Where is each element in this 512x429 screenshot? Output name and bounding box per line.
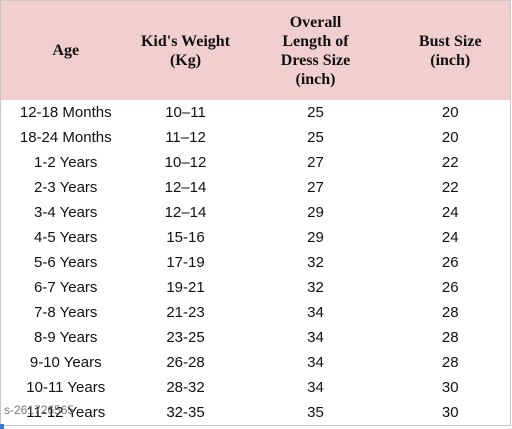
table-cell: 10–11	[165, 104, 206, 121]
table-row: 7-8 Years 21-23 34 28	[1, 300, 511, 325]
table-cell: 34	[307, 329, 324, 346]
header-cell: Bust Size (inch)	[390, 0, 511, 100]
table-cell: 26	[441, 254, 459, 271]
table-row: 4-5 Years 15-16 29 24	[1, 225, 511, 250]
table-cell: 20	[441, 129, 459, 146]
table-cell: 26-28	[166, 354, 205, 371]
table-cell: 8-9 Years	[34, 329, 98, 346]
header-line: Dress Size	[280, 51, 351, 69]
table-row: 6-7 Years 19-21 32 26	[1, 275, 511, 300]
table-cell: 11–12	[165, 129, 206, 146]
table-cell: 12-18 Months	[19, 104, 112, 121]
table-row: 10-11 Years 28-32 34 30	[1, 375, 511, 400]
table-cell: 28	[441, 304, 459, 321]
table-cell: 27	[307, 179, 324, 196]
table-row: 3-4 Years 12–14 29 24	[1, 200, 511, 225]
table-cell: 9-10 Years	[29, 354, 102, 371]
table-cell: 1-2 Years	[34, 154, 98, 171]
table-cell: 22	[441, 179, 459, 196]
table-row: 5-6 Years 17-19 32 26	[1, 250, 511, 275]
table-cell: 32	[307, 254, 324, 271]
table-cell: 17-19	[166, 254, 205, 271]
table-cell: 4-5 Years	[34, 229, 98, 246]
header-line: (inch)	[430, 51, 471, 69]
header-cell: Overall Length of Dress Size (inch)	[240, 0, 391, 100]
table-row: 11-12 Years 32-35 35 30	[1, 400, 511, 426]
table-cell: 26	[441, 279, 459, 296]
table-cell: 20	[441, 104, 459, 121]
table-cell: 35	[307, 404, 324, 421]
table-row: 9-10 Years 26-28 34 28	[1, 350, 511, 375]
table-cell: 28	[441, 329, 459, 346]
table-cell: 28	[441, 354, 459, 371]
table-row: 12-18 Months 10–11 25 20	[1, 100, 511, 125]
table-cell: 2-3 Years	[34, 179, 98, 196]
header-row: Age Kid's Weight (Kg) Overall Length of Dress…	[0, 0, 511, 100]
table-cell: 25	[307, 129, 324, 146]
table-body: 12-18 Months 10–11 25 20 18-24 Months 11–12 25…	[1, 100, 511, 426]
table-cell: 27	[307, 154, 324, 171]
table-cell: 15-16	[166, 229, 205, 246]
table-cell: 21-23	[166, 304, 205, 321]
table-row: 8-9 Years 23-25 34 28	[1, 325, 511, 350]
header-cell: Age	[0, 0, 131, 100]
table-cell: 29	[307, 204, 324, 221]
table-cell: 30	[441, 404, 459, 421]
table-cell: 28-32	[166, 379, 205, 396]
table-cell: 23-25	[166, 329, 205, 346]
table-cell: 12–14	[164, 179, 207, 196]
table-cell: 6-7 Years	[34, 279, 98, 296]
table-cell: 12–14	[164, 204, 207, 221]
table-cell: 11-12 Years	[26, 404, 106, 421]
table-cell: 34	[307, 379, 324, 396]
header-line: Length of	[282, 32, 349, 50]
header-line: Age	[52, 42, 80, 59]
table-row: 2-3 Years 12–14 27 22	[1, 175, 511, 200]
table-cell: 29	[307, 229, 324, 246]
table-cell: 25	[307, 104, 324, 121]
table-cell: 18-24 Months	[19, 129, 112, 146]
header-line: (inch)	[295, 70, 336, 88]
corner-mark	[0, 424, 4, 429]
table-cell: 24	[441, 229, 459, 246]
table-cell: 30	[441, 379, 459, 396]
table-cell: 3-4 Years	[34, 204, 98, 221]
table-cell: 5-6 Years	[34, 254, 98, 271]
header-line: Overall	[289, 13, 342, 31]
table-cell: 19-21	[166, 279, 205, 296]
table-cell: 34	[307, 354, 324, 371]
table-row: 18-24 Months 11–12 25 20	[1, 125, 511, 150]
header-cell: Kid's Weight (Kg)	[130, 0, 241, 100]
table-cell: 10-11 Years	[26, 379, 106, 396]
header-line: (Kg)	[169, 51, 202, 69]
header-line: Kid's Weight	[140, 32, 231, 50]
table-cell: 32-35	[166, 404, 205, 421]
watermark: s-261726565	[4, 403, 75, 417]
table-cell: 34	[307, 304, 324, 321]
table-cell: 7-8 Years	[34, 304, 98, 321]
table-cell: 10–12	[164, 154, 207, 171]
table-cell: 24	[441, 204, 459, 221]
header-line: Bust Size	[418, 32, 482, 50]
table-cell: 22	[441, 154, 459, 171]
table-cell: 32	[307, 279, 324, 296]
table-row: 1-2 Years 10–12 27 22	[1, 150, 511, 175]
